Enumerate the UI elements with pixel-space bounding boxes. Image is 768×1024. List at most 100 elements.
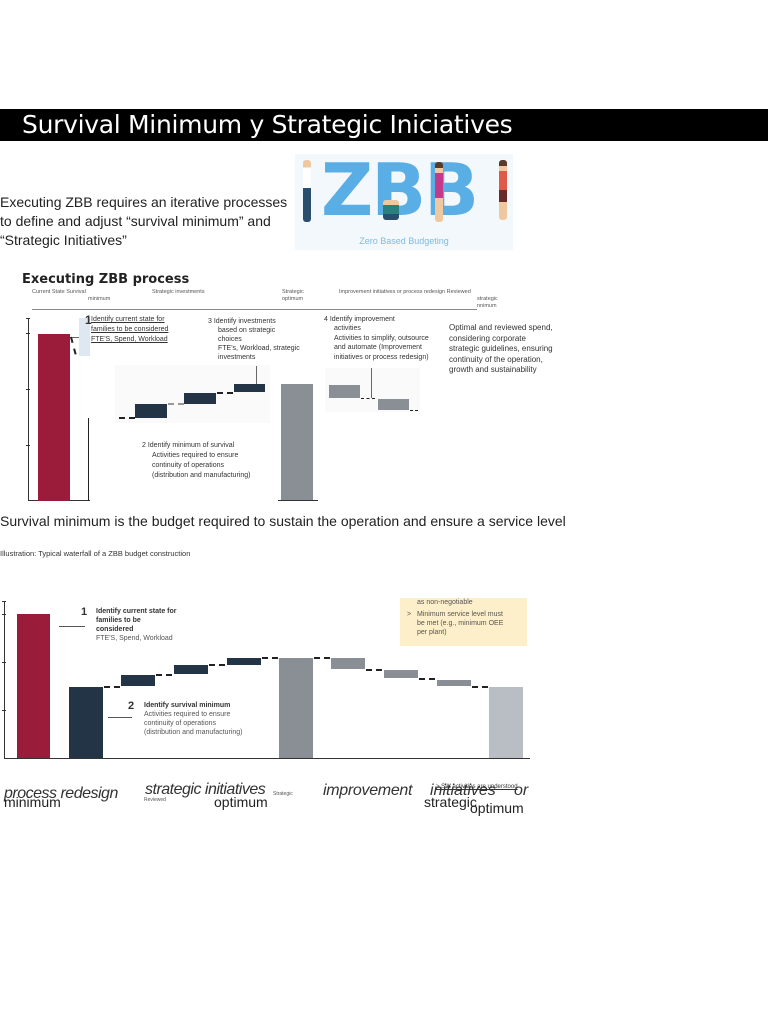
process-heading: Executing ZBB process xyxy=(22,272,190,287)
bar-investment-3 xyxy=(234,384,265,392)
step-3-line4: FTE's, Workload, strategic xyxy=(218,345,300,352)
connector-dash xyxy=(472,686,488,688)
step-1-detail: FTE'S, Spend, Workload xyxy=(96,635,173,642)
col-header-current-2: minimum xyxy=(88,296,111,302)
label-initiatives: initiatives xyxy=(430,782,496,799)
connector-dash xyxy=(410,410,418,411)
y-tick xyxy=(2,662,6,663)
note-line-2: Minimum service level must xyxy=(417,611,503,618)
connector-dash xyxy=(361,398,375,399)
bar-reviewed-optimum xyxy=(489,687,523,758)
bar-improvement-1 xyxy=(329,385,360,398)
bar-investment-3 xyxy=(227,658,261,665)
person-figure-icon xyxy=(383,200,399,220)
x-axis xyxy=(4,758,530,759)
person-figure-icon xyxy=(499,160,507,220)
bar-improvement-3 xyxy=(437,680,471,686)
step-2-line1: 2 Identify minimum of survival xyxy=(142,442,235,449)
note-line-3: be met (e.g., minimum OEE xyxy=(417,620,504,627)
step-2-number: 2 xyxy=(128,700,135,712)
pointer-line xyxy=(371,368,372,398)
step-4-line5: initiatives or process redesign) xyxy=(334,354,429,361)
step-2-detail-1: Activities required to ensure xyxy=(144,711,231,718)
connector-dash xyxy=(419,678,435,680)
col-header-current: Current State Survival xyxy=(32,289,86,295)
step-3-line1: 3 Identify investments xyxy=(208,318,276,325)
step-2-line4: (distribution and manufacturing) xyxy=(152,472,251,479)
connector-dash xyxy=(209,664,225,666)
bar-current-state xyxy=(38,334,70,501)
label-sw-activities: > SW activities are understood xyxy=(436,784,518,790)
step-3-line2: based on strategic xyxy=(218,327,276,334)
label-optimum: optimum xyxy=(214,794,268,810)
col-header-reviewed-2: nnimum xyxy=(477,303,497,309)
drop-line xyxy=(70,336,77,355)
y-tick xyxy=(2,601,6,602)
zbb-illustration: ZBB Zero Based Budgeting xyxy=(295,154,513,250)
connector-dash xyxy=(119,417,135,419)
connector-dash xyxy=(366,669,382,671)
bar-survival-minimum xyxy=(69,687,103,758)
bar-improvement-2 xyxy=(378,399,409,410)
step-1-title-2: families to be xyxy=(96,617,141,624)
note-bullet: > xyxy=(407,611,412,618)
step-1-title-1: Identify current state for xyxy=(96,608,177,615)
step-4-line4: and automate (Improvement xyxy=(334,344,422,351)
label-improvement: improvement xyxy=(323,782,413,799)
connector-dash xyxy=(262,657,278,659)
optimal-note-3: strategic guidelines, ensuring xyxy=(449,344,553,353)
step-4-line1: 4 Identify improvement xyxy=(324,316,395,323)
step-3-line3: choices xyxy=(218,336,242,343)
y-tick xyxy=(2,710,6,711)
survival-statement: Survival minimum is the budget required … xyxy=(0,513,566,529)
y-tick xyxy=(26,389,30,390)
optimal-note-2: considering corporate xyxy=(449,334,526,343)
connector-dash xyxy=(168,403,184,405)
bar-improvement-2 xyxy=(384,670,418,678)
arrow-line xyxy=(59,626,85,627)
col-header-investments: Strategic investments xyxy=(152,289,205,295)
step-3-line5: investments xyxy=(218,354,256,361)
connector-dash xyxy=(156,674,172,676)
illustration-caption: Illustration: Typical waterfall of a ZBB… xyxy=(0,549,191,558)
label-process-redesign: process redesign xyxy=(4,785,118,802)
optimal-note-4: continuity of the operation, xyxy=(449,355,543,364)
step-1-number: 1 xyxy=(81,606,88,618)
step-4-line3: Activities to simplify, outsource xyxy=(334,335,429,342)
step-1-highlight xyxy=(79,318,90,356)
step-2-line3: continuity of operations xyxy=(152,462,224,469)
connector-dash xyxy=(314,657,330,659)
zbb-caption: Zero Based Budgeting xyxy=(359,236,449,246)
step-1-title-3: considered xyxy=(96,626,134,633)
step-1-line1: Identify current state for xyxy=(91,316,165,323)
label-strategic-small: Strategic xyxy=(273,791,293,797)
label-reviewed: Reviewed xyxy=(144,797,166,803)
y-tick xyxy=(26,318,30,319)
col-header-optimum-2: optimum xyxy=(282,296,304,302)
label-minimum: minimum xyxy=(4,794,61,810)
connector-dash xyxy=(104,686,120,688)
bar-current-state xyxy=(17,614,50,758)
step-2-detail-2: continuity of operations xyxy=(144,720,216,727)
bar-strategic-optimum xyxy=(279,658,313,758)
note-line-1: as non-negotiable xyxy=(417,599,473,606)
step-1-number: 1 xyxy=(85,313,92,327)
bar-strategic-optimum xyxy=(281,384,313,501)
optimal-note-5: growth and sustainability xyxy=(449,365,537,374)
step-2-title: Identify survival minimum xyxy=(144,702,231,709)
arrow-line xyxy=(108,717,132,718)
col-header-optimum: Strategic xyxy=(282,289,304,295)
person-figure-icon xyxy=(303,160,311,222)
label-strategic: strategic xyxy=(424,794,477,810)
label-or: or xyxy=(514,782,529,799)
bar-investment-2 xyxy=(174,665,208,674)
step-2-detail-3: (distribution and manufacturing) xyxy=(144,729,243,736)
y-tick xyxy=(26,445,30,446)
pointer-line xyxy=(256,366,257,384)
connector xyxy=(70,337,82,338)
y-tick xyxy=(26,333,30,334)
x-axis-segment xyxy=(278,500,318,501)
bar-investment-2 xyxy=(184,393,216,404)
bar-investment-1 xyxy=(135,404,167,418)
note-box xyxy=(400,598,527,646)
